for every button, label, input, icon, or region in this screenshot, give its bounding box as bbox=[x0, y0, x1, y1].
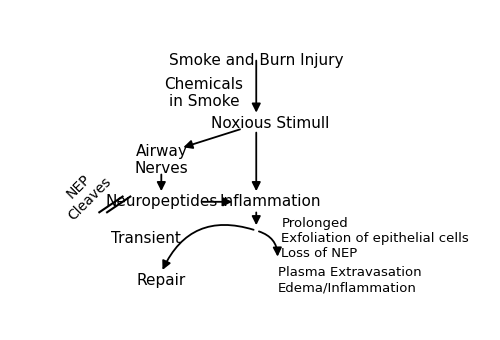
Text: Prolonged
Exfoliation of epithelial cells
Loss of NEP: Prolonged Exfoliation of epithelial cell… bbox=[282, 217, 469, 260]
Text: Neuropeptides: Neuropeptides bbox=[105, 194, 218, 209]
Text: Airway
Nerves: Airway Nerves bbox=[134, 144, 188, 176]
Text: Chemicals
in Smoke: Chemicals in Smoke bbox=[164, 77, 244, 109]
Text: Plasma Extravasation
Edema/Inflammation: Plasma Extravasation Edema/Inflammation bbox=[278, 266, 421, 294]
Text: Transient: Transient bbox=[111, 231, 181, 246]
Text: Repair: Repair bbox=[136, 273, 186, 288]
Text: Inflammation: Inflammation bbox=[219, 194, 320, 209]
Text: Smoke and Burn Injury: Smoke and Burn Injury bbox=[169, 53, 344, 68]
Text: Noxious Stimull: Noxious Stimull bbox=[210, 116, 329, 131]
Text: NEP
Cleaves: NEP Cleaves bbox=[54, 163, 114, 223]
